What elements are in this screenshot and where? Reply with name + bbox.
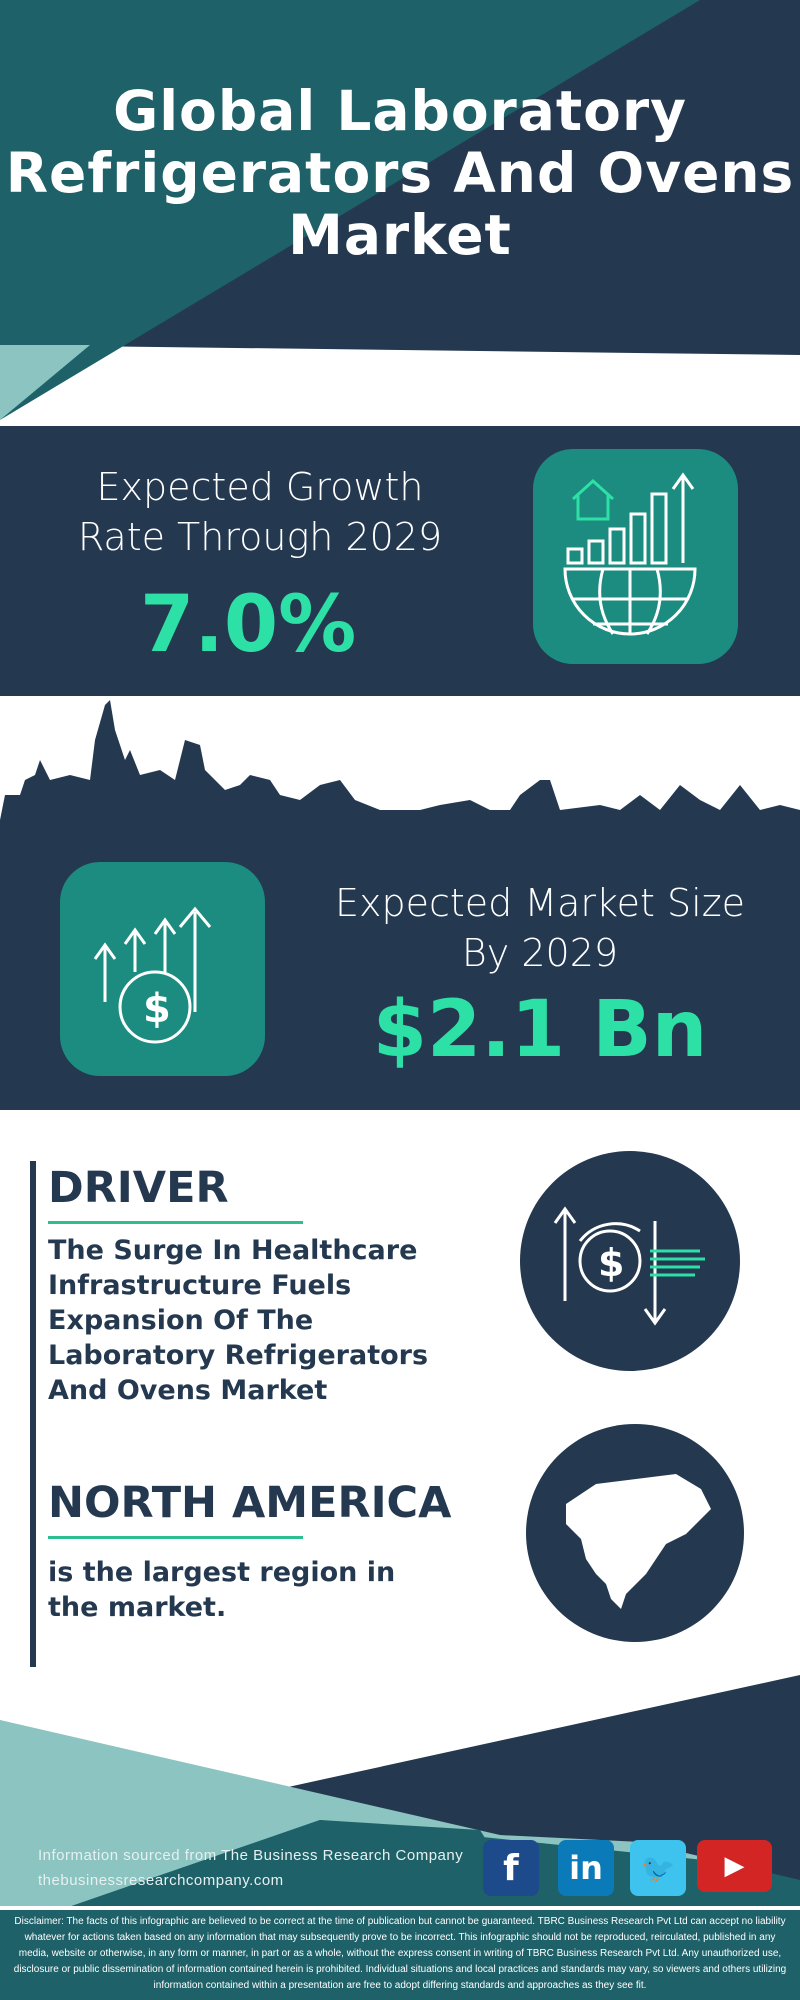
website-link[interactable]: thebusinessresearchcompany.com bbox=[38, 1872, 284, 1889]
svg-text:$: $ bbox=[143, 986, 171, 1032]
region-underline bbox=[48, 1536, 303, 1539]
driver-text: The Surge In Healthcare Infrastructure F… bbox=[48, 1235, 429, 1406]
driver-icon-circle: $ bbox=[520, 1151, 740, 1371]
growth-icon-box bbox=[533, 449, 738, 664]
twitter-icon[interactable]: 🐦 bbox=[630, 1840, 686, 1896]
youtube-icon[interactable]: ▶ bbox=[697, 1840, 772, 1892]
disclaimer-section bbox=[0, 1906, 800, 2000]
source-text: Information sourced from The Business Re… bbox=[38, 1847, 464, 1864]
growth-label: Expected Growth Rate Through 2029 bbox=[40, 462, 480, 562]
market-label-line2: By 2029 bbox=[461, 931, 619, 975]
driver-underline bbox=[48, 1221, 303, 1224]
market-icon-box: $ bbox=[60, 862, 265, 1076]
region-text: is the largest region in the market. bbox=[48, 1557, 396, 1623]
linkedin-icon[interactable]: in bbox=[558, 1840, 614, 1896]
header-background bbox=[0, 0, 800, 430]
driver-heading: DRIVER bbox=[48, 1163, 229, 1213]
page-title: Global Laboratory Refrigerators And Oven… bbox=[5, 79, 795, 267]
region-icon-circle bbox=[526, 1424, 744, 1642]
region-heading: NORTH AMERICA bbox=[48, 1478, 452, 1528]
growth-value: 7.0% bbox=[140, 580, 357, 670]
growth-label-line1: Expected Growth bbox=[96, 465, 424, 509]
market-label-line1: Expected Market Size bbox=[334, 881, 746, 925]
region-accent-bar bbox=[30, 1442, 36, 1667]
north-america-map-icon bbox=[566, 1474, 711, 1609]
footer-source: Information sourced from The Business Re… bbox=[38, 1843, 463, 1893]
disclaimer-text: Disclaimer: The facts of this infographi… bbox=[13, 1916, 787, 1991]
market-label: Expected Market Size By 2029 bbox=[300, 878, 780, 978]
market-value: $2.1 Bn bbox=[372, 985, 708, 1075]
dollar-exchange-icon: $ bbox=[553, 1206, 705, 1326]
globe-growth-chart-icon bbox=[563, 472, 697, 636]
svg-text:$: $ bbox=[598, 1241, 624, 1285]
facebook-icon[interactable]: f bbox=[483, 1840, 539, 1896]
dollar-coin-arrows-icon: $ bbox=[93, 906, 212, 1044]
driver-accent-bar bbox=[30, 1161, 36, 1446]
growth-label-line2: Rate Through 2029 bbox=[77, 515, 443, 559]
